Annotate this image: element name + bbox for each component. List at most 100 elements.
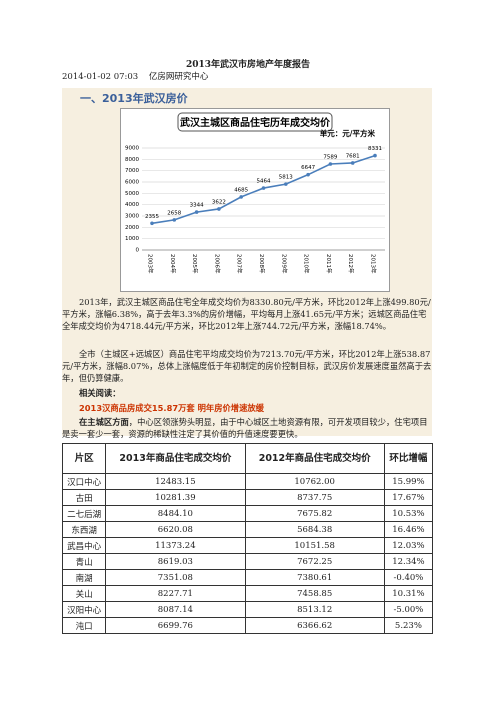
data-label: 6647: [301, 165, 315, 171]
table: 片区 2013年商品住宅成交均价 2012年商品住宅成交均价 环比增幅 汉口中心 124…: [61, 443, 434, 634]
lead: 在主城区方面: [79, 417, 129, 427]
table-cell: 古田: [61, 489, 107, 506]
table-cell: 6366.62: [244, 617, 385, 634]
section-heading: 一、2013年武汉房价: [80, 92, 188, 105]
x-tick-label: 2010年: [303, 254, 311, 274]
table-cell: 东西湖: [61, 521, 107, 538]
point: [306, 172, 310, 177]
chart: 武汉主城区商品住宅历年成交均价 单元：元/平方米 0 1000 2000 3000 40…: [120, 108, 390, 292]
table-cell: 南湖: [61, 569, 107, 586]
table-cell: 武昌中心: [61, 537, 107, 554]
y-tick-label: 1000: [125, 236, 139, 242]
paragraph: 在主城区方面，中心区领涨势头明显，由于中心城区土地资源有限，可开发项目较少，住宅…: [62, 416, 432, 440]
table-cell: 12483.15: [105, 473, 246, 490]
chart-unit: 单元：元/平方米: [320, 128, 376, 138]
table-row: 东西湖 6620.08 5684.38 16.46%: [61, 521, 434, 538]
table-cell: 关山: [61, 585, 107, 602]
point: [217, 207, 221, 211]
table-body: 汉口中心 12483.15 10762.00 15.99% 古田 10281.39 8737…: [61, 473, 434, 634]
table-cell: 8484.10: [105, 505, 246, 522]
table-cell: 7458.85: [244, 585, 385, 602]
table-cell: 8513.12: [244, 601, 385, 618]
table-cell: 5684.38: [244, 521, 385, 538]
x-tick-label: 2009年: [280, 254, 288, 274]
chart-title: 武汉主城区商品住宅历年成交均价: [180, 116, 331, 129]
table-cell: 8087.14: [105, 601, 246, 618]
table-row: 古田 10281.39 8737.75 17.67%: [61, 489, 434, 506]
x-tick-label: 2012年: [347, 254, 355, 274]
y-tick-label: 6000: [125, 180, 139, 186]
data-label: 5464: [257, 179, 271, 185]
data-label: 7589: [323, 154, 337, 160]
table-row: 汉口中心 12483.15 10762.00 15.99%: [61, 473, 434, 490]
y-tick-label: 2000: [125, 225, 139, 231]
table-cell: 11373.24: [105, 537, 246, 554]
table-cell: 10.31%: [383, 585, 434, 602]
table-cell: 10.53%: [383, 505, 434, 522]
table-cell: 6699.76: [105, 617, 246, 634]
data-label: 7681: [346, 153, 360, 159]
source: 亿房网研究中心: [148, 72, 209, 82]
table-row: 汉阳中心 8087.14 8513.12 -5.00%: [61, 601, 434, 618]
table-cell: 16.46%: [383, 521, 434, 538]
data-label: 4685: [234, 187, 248, 193]
x-tick-label: 2004年: [169, 254, 177, 274]
table-cell: 12.03%: [383, 537, 434, 554]
x-tick-label: 2005年: [191, 254, 199, 274]
related-heading: 相关阅读：: [79, 388, 121, 398]
y-tick-label: 5000: [125, 191, 139, 197]
meta: 2014-01-02 07:03 亿房网研究中心: [62, 70, 208, 82]
y-tick-label: 9000: [125, 146, 139, 152]
paragraph: 2013年，武汉主城区商品住宅全年成交均价为8330.80元/平方米，环比201…: [62, 297, 431, 331]
data-label: 3622: [212, 199, 226, 205]
date: 2014-01-02 07:03: [62, 72, 139, 82]
table-cell: 7380.61: [244, 569, 385, 586]
y-tick-label: 0: [136, 248, 140, 254]
x-tick-label: 2013年: [370, 254, 378, 274]
data-label: 8331: [368, 146, 382, 152]
point: [172, 218, 177, 222]
table-row: 沌口 6699.76 6366.62 5.23%: [61, 617, 434, 634]
chart-title-box: [177, 112, 333, 132]
y-tick-label: 4000: [125, 202, 139, 208]
x-tick-label: 2011年: [325, 254, 333, 274]
table-row: 二七后湖 8484.10 7675.82 10.53%: [61, 505, 434, 522]
table-cell: 汉口中心: [61, 473, 107, 490]
table-cell: 7351.08: [105, 569, 246, 586]
table-row: 南湖 7351.08 7380.61 -0.40%: [61, 569, 434, 586]
doc-title: 2013年武汉市房地产年度报告: [185, 60, 311, 70]
table-cell: 6620.08: [105, 521, 246, 538]
column-header: 环比增幅: [383, 443, 434, 474]
table-cell: 8227.71: [105, 585, 246, 602]
column-header: 片区: [61, 443, 107, 474]
table-cell: 7672.25: [244, 553, 385, 570]
data-label: 5813: [279, 175, 293, 181]
table-cell: -5.00%: [383, 601, 434, 618]
table-cell: 青山: [61, 553, 107, 570]
table-cell: 17.67%: [383, 489, 434, 506]
table-cell: -0.40%: [383, 569, 434, 586]
y-tick-label: 3000: [125, 214, 139, 220]
point: [328, 162, 333, 166]
point: [350, 161, 355, 165]
table-cell: 10151.58: [244, 537, 385, 554]
paragraph: 全市（主城区+远城区）商品住宅平均成交均价为7213.70元/平方米，环比201…: [62, 349, 432, 383]
x-tick-label: 2003年: [147, 254, 155, 274]
x-tick-label: 2006年: [213, 254, 221, 274]
y-tick-label: 7000: [125, 168, 139, 174]
point: [239, 195, 243, 199]
chart-frame: [120, 108, 390, 292]
related-link[interactable]: 2013汉商品房成交15.87万套 明年房价增速放缓: [79, 403, 264, 413]
point: [261, 186, 266, 190]
point: [150, 221, 154, 226]
x-tick-label: 2007年: [236, 254, 244, 274]
table-cell: 二七后湖: [61, 505, 107, 522]
column-header: 2013年商品住宅成交均价: [105, 443, 246, 474]
table-cell: 8619.03: [105, 553, 246, 570]
table-cell: 沌口: [61, 617, 107, 634]
table-cell: 10762.00: [244, 473, 385, 490]
table-cell: 7675.82: [244, 505, 385, 522]
x-tick-label: 2008年: [258, 254, 266, 274]
column-header: 2012年商品住宅成交均价: [244, 443, 385, 474]
